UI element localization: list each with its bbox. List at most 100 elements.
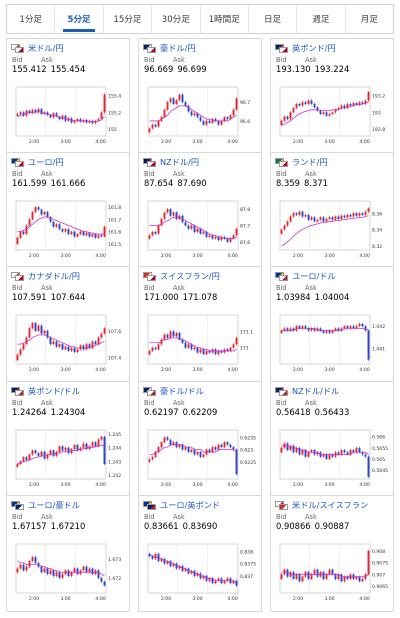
moving-average-line [17, 216, 105, 235]
x-tick-label: 4:00 [95, 139, 105, 145]
candle-body [199, 349, 202, 353]
candle-body [316, 569, 319, 577]
pair-name-link[interactable]: ユーロ/円 [28, 157, 64, 167]
candle-body [202, 454, 205, 457]
tab-4[interactable]: 1時間足 [201, 5, 249, 33]
rate-card[interactable]: ユーロ/豪ドル Bid Ask 1.67157 1.67210 1.673 1.67… [6, 495, 130, 612]
candle-body [70, 231, 73, 235]
pair-name-link[interactable]: 英ポンド/ドル [28, 386, 80, 396]
x-tick-label: 4:00 [359, 253, 369, 259]
x-tick-label: 3:00 [192, 482, 202, 488]
tab-3[interactable]: 30分足 [152, 5, 201, 33]
rate-card[interactable]: 英ポンド/円 Bid Ask 193.130 193.224 193.2 193 19… [270, 38, 394, 155]
eu-au-flags-icon [11, 500, 24, 510]
pair-name-link[interactable]: 豪ドル/ドル [160, 386, 204, 396]
rate-card[interactable]: 英ポンド/ドル Bid Ask 1.24264 1.24304 1.245 1.24… [6, 381, 130, 498]
candle-body [226, 117, 229, 120]
price-chart[interactable]: 0.6235 0.623 0.6225 2:00 3:00 4:00 [144, 427, 258, 489]
price-chart[interactable]: 193.2 193 192.8 2:00 3:00 4:00 [276, 84, 390, 146]
moving-average-line [281, 445, 369, 455]
tab-6[interactable]: 週足 [297, 5, 346, 33]
price-chart[interactable]: 0.838 0.8375 0.837 2:00 3:00 4:00 [144, 541, 258, 603]
tab-7[interactable]: 月足 [360, 15, 378, 25]
rate-card[interactable]: カナダドル/円 Bid Ask 107.591 107.644 107.6 107.… [6, 266, 130, 383]
rate-card[interactable]: ユーロ/円 Bid Ask 161.599 161.666 161.8 161.7 1… [6, 152, 130, 269]
tab-0[interactable]: 1分足 [7, 5, 56, 33]
price-chart[interactable]: 8.36 8.34 8.32 2:00 3:00 4:00 [276, 198, 390, 260]
rate-card[interactable]: ユーロ/英ポンド Bid Ask 0.83661 0.83690 0.838 0.8… [138, 495, 262, 612]
moving-average-line [17, 444, 105, 465]
candle-body [49, 570, 52, 575]
price-chart[interactable]: 87.8 87.7 87.6 2:00 3:00 4:00 [144, 198, 258, 260]
pair-name-link[interactable]: ユーロ/ドル [292, 271, 336, 281]
pair-name-link[interactable]: スイスフラン/円 [160, 271, 220, 281]
candle-body [178, 332, 181, 340]
candle-body [313, 217, 316, 222]
candle-body [286, 116, 289, 120]
candle-body [46, 212, 49, 217]
price-chart[interactable]: 107.6 107.4 2:00 3:00 4:00 [12, 312, 126, 374]
candle-body [43, 212, 46, 215]
candle-body [307, 100, 310, 104]
tab-5[interactable]: 日足 [249, 5, 298, 33]
price-chart[interactable]: 155.4 155.2 155 2:00 3:00 4:00 [12, 84, 126, 146]
price-chart[interactable]: 1.042 1.041 2:00 3:00 4:00 [276, 312, 390, 374]
candle-body [100, 235, 103, 237]
candle-body [67, 118, 70, 121]
pair-name-link[interactable]: カナダドル/円 [28, 271, 80, 281]
pair-name-link[interactable]: 豪ドル/円 [160, 43, 196, 53]
pair-name-link[interactable]: NZドル/ドル [292, 386, 340, 396]
candle-body [64, 447, 67, 451]
candle-body [154, 232, 157, 234]
pair-name-link[interactable]: 英ポンド/円 [292, 43, 336, 53]
rate-card[interactable]: NZドル/円 Bid Ask 87.654 87.690 87.8 87.7 87.6… [138, 152, 262, 269]
candle-body [97, 235, 100, 238]
rate-card[interactable]: 米ドル/スイスフラン Bid Ask 0.90866 0.90887 0.908 0… [270, 495, 394, 612]
candle-body [349, 450, 352, 455]
rate-card[interactable]: NZドル/ドル Bid Ask 0.56418 0.56433 0.566 0.56… [270, 381, 394, 498]
candle-body [193, 113, 196, 116]
bid-value: 0.83661 [144, 521, 179, 531]
y-tick-label: 1.243 [108, 459, 121, 465]
candle-body [286, 221, 289, 226]
y-tick-label: 0.908 [372, 549, 385, 555]
candle-body [94, 234, 97, 238]
rate-card[interactable]: 豪ドル/円 Bid Ask 96.669 96.699 96.7 96.6 2:00 3… [138, 38, 262, 155]
price-chart[interactable]: 161.8 161.7 161.6 161.5 2:00 3:00 4:00 [12, 198, 126, 260]
rate-card[interactable]: スイスフラン/円 Bid Ask 171.000 171.078 171.1 171… [138, 266, 262, 383]
pair-name-link[interactable]: ランド/円 [292, 157, 328, 167]
price-chart[interactable]: 96.7 96.6 2:00 3:00 4:00 [144, 84, 258, 146]
rate-card[interactable]: 米ドル/円 Bid Ask 155.412 155.454 155.4 155.2 1… [6, 38, 130, 155]
candle-body [172, 563, 175, 567]
price-chart[interactable]: 1.673 1.672 2:00 3:00 4:00 [12, 541, 126, 603]
pair-name-link[interactable]: 米ドル/円 [28, 43, 64, 53]
tab-2[interactable]: 15分足 [104, 5, 153, 33]
y-tick-label: 161.5 [108, 242, 121, 248]
price-chart[interactable]: 171.1 171 2:00 3:00 4:00 [144, 312, 258, 374]
candle-body [22, 457, 25, 462]
tab-1[interactable]: 5分足 [55, 5, 104, 33]
candlestick-chart: 87.8 87.7 87.6 2:00 3:00 4:00 [147, 200, 250, 259]
price-chart[interactable]: 0.908 0.9075 0.907 0.9065 2:00 3:00 4:00 [276, 541, 390, 603]
price-chart[interactable]: 0.566 0.5655 0.565 0.5645 2:00 3:00 4:00 [276, 427, 390, 489]
candle-body [49, 337, 52, 345]
rate-card[interactable]: ユーロ/ドル Bid Ask 1.03984 1.04004 1.042 1.041… [270, 266, 394, 383]
candle-body [319, 328, 322, 331]
candle-body [70, 348, 73, 351]
pair-name-link[interactable]: 米ドル/スイスフラン [292, 500, 369, 510]
candle-body [55, 572, 58, 577]
price-chart[interactable]: 1.245 1.244 1.243 1.242 2:00 3:00 4:00 [12, 427, 126, 489]
candle-body [58, 446, 61, 452]
candle-body [70, 449, 73, 454]
pair-name-link[interactable]: ユーロ/豪ドル [28, 500, 80, 510]
pair-name-link[interactable]: ユーロ/英ポンド [160, 500, 221, 510]
x-tick-label: 2:00 [161, 596, 171, 602]
x-tick-label: 4:00 [227, 139, 237, 145]
rate-card[interactable]: ランド/円 Bid Ask 8.359 8.371 8.36 8.34 8.32 2:0… [270, 152, 394, 269]
rate-card[interactable]: 豪ドル/ドル Bid Ask 0.62197 0.62209 0.6235 0.62… [138, 381, 262, 498]
x-tick-label: 2:00 [29, 139, 39, 145]
pair-name-link[interactable]: NZドル/円 [160, 157, 200, 167]
bid-label: Bid [144, 170, 155, 178]
x-tick-label: 2:00 [29, 367, 39, 373]
candle-body [292, 108, 295, 113]
